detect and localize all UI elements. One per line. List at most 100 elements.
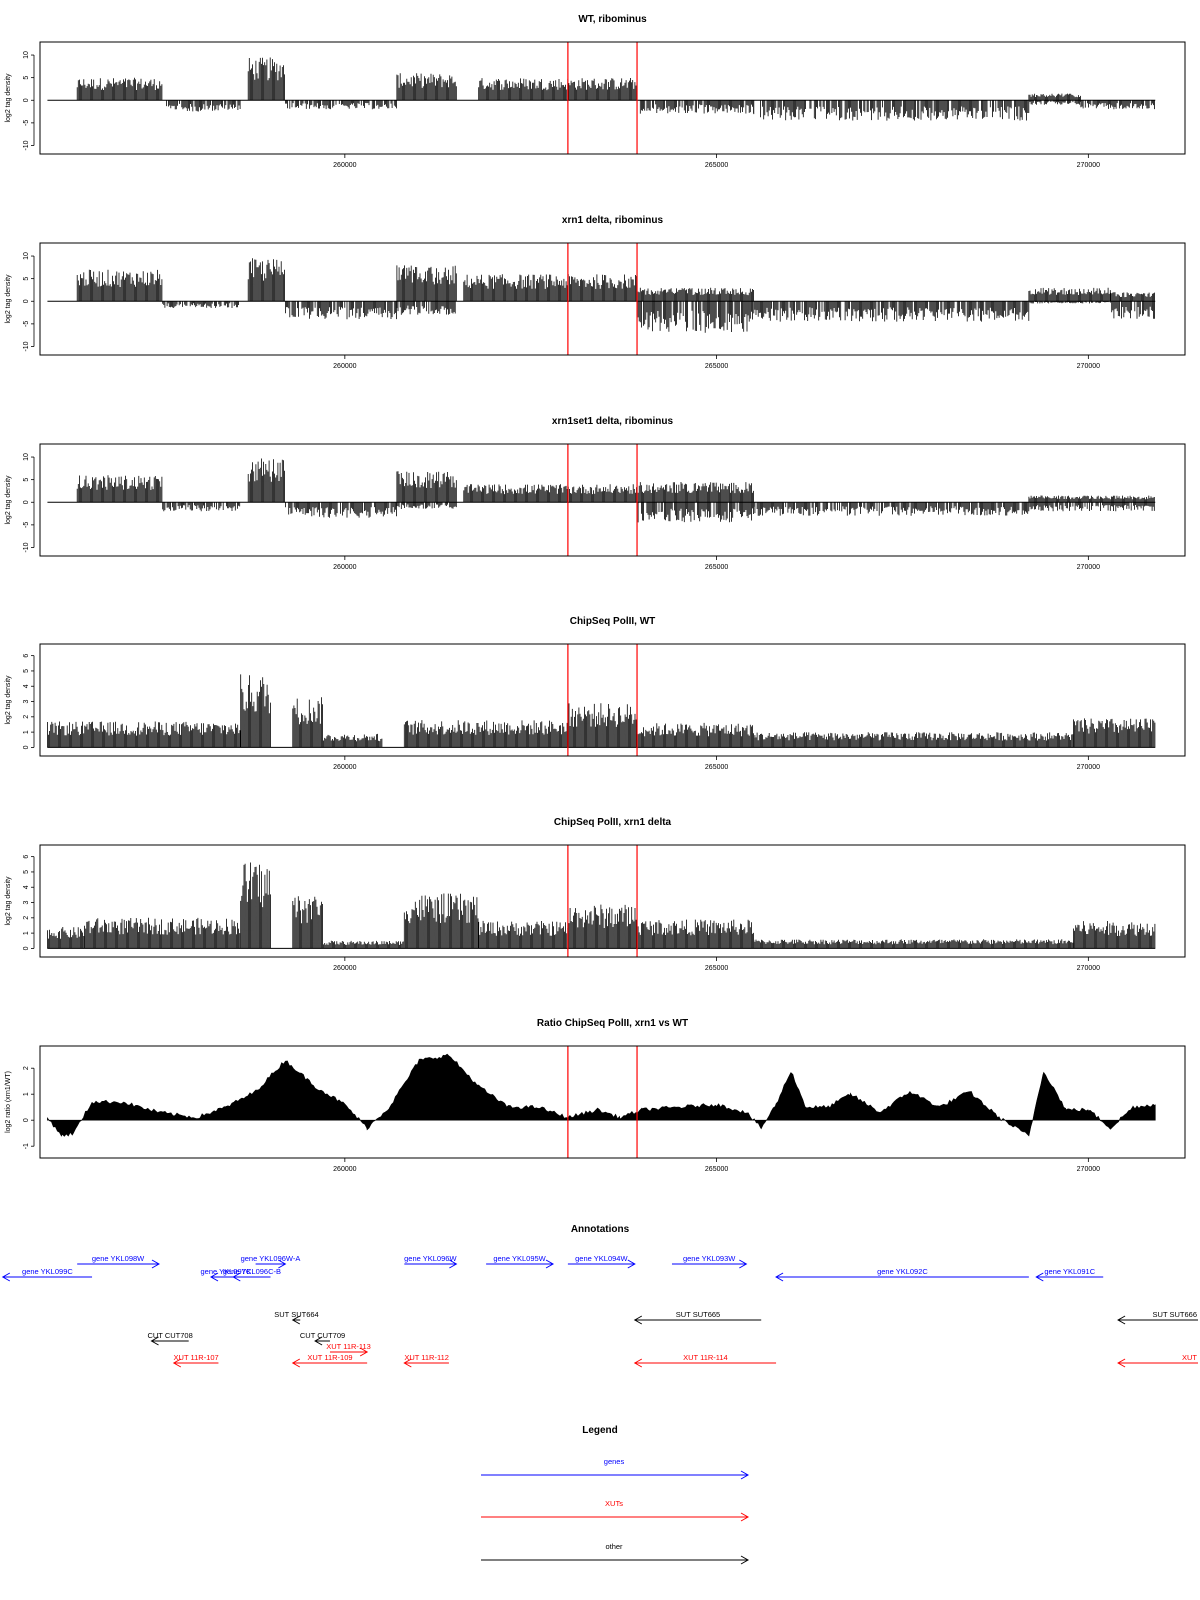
- legend-entry: genes: [481, 1457, 750, 1480]
- y-tick-label: 6: [23, 654, 30, 658]
- y-tick-label: -5: [23, 522, 30, 528]
- annotation-feature: gene YKL098W: [77, 1254, 160, 1269]
- arrow-head-left-icon: [633, 1358, 643, 1368]
- x-tick-label: 270000: [1077, 965, 1100, 972]
- y-tick-label: 10: [23, 252, 30, 260]
- feature-label: XUT 11R-113: [326, 1342, 371, 1351]
- panel-frame: [39, 443, 1186, 557]
- arrow-head-right-icon: [359, 1347, 369, 1357]
- arrow-head-left-icon: [150, 1336, 159, 1346]
- panel-frame: [39, 1045, 1186, 1159]
- y-axis: 2 1 0 -1: [23, 1066, 35, 1149]
- x-axis: 260000 265000 270000: [333, 1158, 1100, 1173]
- x-axis: 260000 265000 270000: [333, 154, 1100, 169]
- x-tick-label: 260000: [333, 965, 356, 972]
- x-axis: 260000 265000 270000: [333, 957, 1100, 972]
- arrow-head-left-icon: [775, 1272, 784, 1282]
- y-tick-label: 10: [23, 51, 30, 59]
- feature-label: CUT CUT708: [147, 1331, 192, 1340]
- legend-label: XUTs: [605, 1499, 623, 1508]
- annotation-feature: CUT CUT709: [300, 1331, 345, 1346]
- legend: Legend genes XUTs other: [481, 1425, 750, 1565]
- panel-title: ChipSeq PolII, xrn1 delta: [554, 817, 672, 828]
- y-tick-label: 2: [23, 1066, 30, 1070]
- y-tick-label: -10: [23, 140, 30, 150]
- annotation-feature: gene YKL093W: [671, 1254, 748, 1269]
- arrow-head-right-icon: [278, 1259, 287, 1269]
- y-tick-label: 6: [23, 855, 30, 859]
- arrow-head-left-icon: [209, 1272, 219, 1282]
- legend-entry: XUTs: [481, 1499, 750, 1522]
- arrow-head-right-icon: [740, 1512, 750, 1522]
- x-tick-label: 265000: [705, 764, 728, 771]
- signal-bars: [76, 57, 1155, 121]
- arrow-head-right-icon: [449, 1259, 458, 1269]
- feature-label: SUT SUT664: [274, 1310, 318, 1319]
- feature-label: CUT CUT709: [300, 1331, 345, 1340]
- y-tick-label: 1: [23, 1092, 30, 1096]
- arrow-head-right-icon: [545, 1259, 555, 1269]
- annotation-feature: gene YKL096W-A: [241, 1254, 300, 1269]
- y-tick-label: 0: [23, 500, 30, 504]
- panel-1: WT, ribominus log2 tag density 10 5 0 -5 -10 26…: [5, 14, 1186, 169]
- y-tick-label: 2: [23, 916, 30, 920]
- legend-entry: other: [481, 1542, 750, 1565]
- x-axis: 260000 265000 270000: [333, 556, 1100, 571]
- ratio-area: [47, 1053, 1156, 1137]
- panel-title: ChipSeq PolII, WT: [570, 616, 656, 627]
- data-marks: [47, 674, 1156, 748]
- annotation-feature: SUT SUT664: [274, 1310, 319, 1325]
- x-tick-label: 270000: [1077, 1166, 1100, 1173]
- y-tick-label: 5: [23, 870, 30, 874]
- y-tick-label: 5: [23, 669, 30, 673]
- x-tick-label: 270000: [1077, 363, 1100, 370]
- y-axis-label: log2 tag density: [5, 475, 12, 525]
- x-tick-label: 260000: [333, 764, 356, 771]
- annotation-feature: gene YKL091C: [1035, 1267, 1104, 1282]
- x-tick-label: 270000: [1077, 764, 1100, 771]
- feature-label: gene YKL095W: [493, 1254, 546, 1263]
- feature-label: gene YKL096C-B: [223, 1267, 281, 1276]
- annotation-feature: SUT SUT665: [633, 1310, 762, 1325]
- x-axis: 260000 265000 270000: [333, 355, 1100, 370]
- arrow-head-left-icon: [403, 1358, 412, 1368]
- feature-label: gene YKL099C: [22, 1267, 73, 1276]
- arrow-head-right-icon: [739, 1259, 748, 1269]
- legend-label: genes: [604, 1457, 625, 1466]
- annotation-feature: XUT 11R-113: [326, 1342, 371, 1357]
- data-marks: [47, 1053, 1156, 1137]
- y-axis-label: log2 tag density: [5, 73, 12, 123]
- x-tick-label: 260000: [333, 1166, 356, 1173]
- y-axis: 0 1 2 3 4 5 6: [23, 855, 35, 950]
- x-tick-label: 260000: [333, 363, 356, 370]
- y-axis-label: log2 ratio (xrn1/WT): [5, 1071, 12, 1133]
- y-tick-label: 0: [23, 1118, 30, 1122]
- panel-frame: [39, 844, 1186, 958]
- arrow-head-left-icon: [1035, 1272, 1044, 1282]
- y-tick-label: -1: [23, 1143, 30, 1149]
- annotation-feature: XUT 11R-107: [172, 1353, 219, 1368]
- y-tick-label: -5: [23, 120, 30, 126]
- panel-frame: [39, 643, 1186, 757]
- annotation-feature: gene YKL094W: [567, 1254, 636, 1269]
- y-tick-label: 5: [23, 277, 30, 281]
- panel-title: WT, ribominus: [578, 14, 647, 25]
- x-tick-label: 260000: [333, 162, 356, 169]
- x-tick-label: 270000: [1077, 564, 1100, 571]
- arrow-head-left-icon: [1117, 1358, 1126, 1368]
- panel-4: ChipSeq PolII, WT log2 tag density 0 1 2 3 4 5 6…: [5, 616, 1186, 771]
- feature-label: gene YKL097C: [201, 1267, 252, 1276]
- y-tick-label: 4: [23, 684, 30, 688]
- y-tick-label: 0: [23, 98, 30, 102]
- panel-frame: [39, 242, 1186, 356]
- x-tick-label: 265000: [705, 363, 728, 370]
- y-axis-label: log2 tag density: [5, 274, 12, 324]
- annotations-title: Annotations: [571, 1224, 630, 1235]
- feature-label: gene YKL096W: [404, 1254, 457, 1263]
- panel-3: xrn1set1 delta, ribominus log2 tag densit…: [5, 416, 1186, 571]
- annotation-feature: gene YKL092C: [775, 1267, 1029, 1282]
- signal-bars: [47, 674, 1156, 748]
- arrow-head-left-icon: [1117, 1315, 1126, 1325]
- arrow-head-left-icon: [232, 1272, 241, 1282]
- data-marks: [47, 258, 1156, 333]
